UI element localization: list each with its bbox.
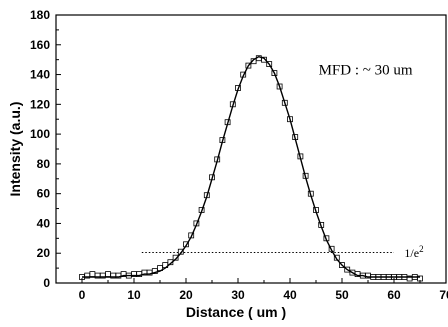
x-tick-label: 10 xyxy=(127,288,141,302)
y-tick-label: 80 xyxy=(37,157,51,171)
x-tick-label: 60 xyxy=(387,288,401,302)
x-tick-label: 50 xyxy=(335,288,349,302)
x-tick-label: 70 xyxy=(439,288,448,302)
annotation-1-over-e2: 1/e2 xyxy=(404,244,423,260)
plot-frame xyxy=(55,14,447,284)
data-point xyxy=(417,275,423,282)
data-point xyxy=(151,268,158,275)
y-tick-label: 120 xyxy=(30,97,50,111)
data-point xyxy=(250,58,257,65)
annotation-1-over-e2-superscript: 2 xyxy=(419,244,424,254)
y-tick-label: 20 xyxy=(37,246,51,260)
x-tick-label: 40 xyxy=(283,288,297,302)
y-tick-label: 180 xyxy=(30,8,50,22)
data-point xyxy=(245,62,252,69)
x-axis-ticks: 0 10 20 30 40 50 60 70 xyxy=(55,278,448,302)
y-tick-label: 0 xyxy=(43,276,50,290)
data-point xyxy=(339,262,345,269)
data-point xyxy=(281,99,288,106)
data-point xyxy=(105,271,111,278)
annotation-1-over-e2-base: 1/e xyxy=(404,246,419,260)
y-tick-label: 140 xyxy=(30,68,50,82)
y-axis-title: Intensity (a.u.) xyxy=(7,102,23,197)
y-tick-label: 160 xyxy=(30,38,50,52)
fit-curve xyxy=(82,55,420,278)
data-point xyxy=(261,56,267,63)
data-point xyxy=(89,271,96,278)
y-tick-label: 40 xyxy=(37,216,51,230)
x-axis-title: Distance ( um ) xyxy=(186,304,286,320)
data-point xyxy=(344,266,351,273)
plot-area xyxy=(79,55,423,282)
data-point xyxy=(266,61,273,67)
y-tick-label: 100 xyxy=(30,127,50,141)
data-point xyxy=(172,254,179,261)
y-axis-ticks: 0 20 40 60 80 100 120 140 160 180 xyxy=(30,8,61,290)
y-tick-label: 60 xyxy=(37,187,51,201)
x-tick-label: 20 xyxy=(179,288,193,302)
data-point xyxy=(271,70,278,76)
data-point xyxy=(276,83,283,90)
x-tick-label: 0 xyxy=(79,288,86,302)
annotation-mfd: MFD : ~ 30 um xyxy=(319,63,413,79)
x-tick-label: 30 xyxy=(231,288,245,302)
